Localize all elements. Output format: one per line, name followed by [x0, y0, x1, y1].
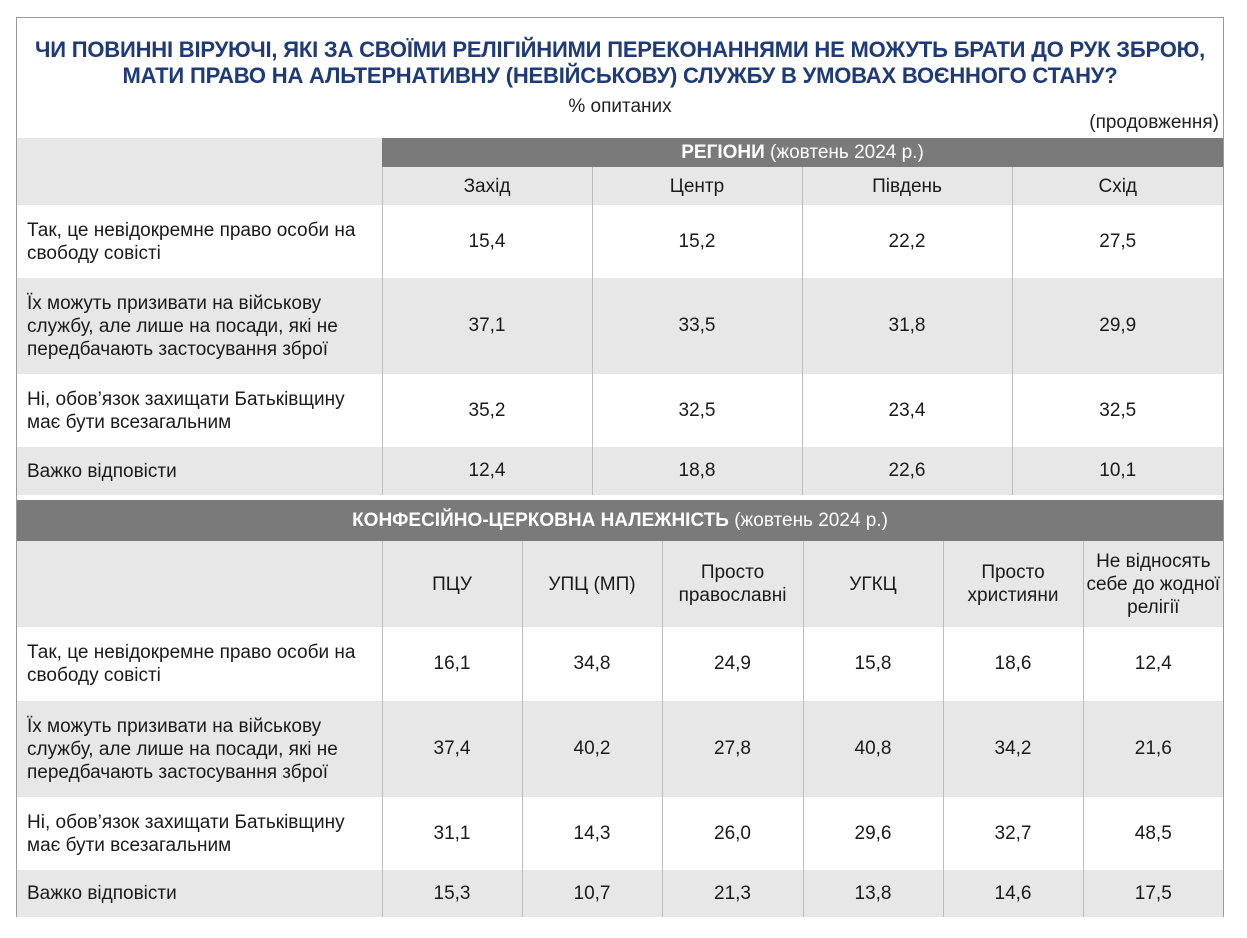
table-cell: 21,6	[1082, 701, 1224, 797]
table-cell: 26,0	[661, 797, 803, 870]
table-cell: 29,9	[1011, 278, 1224, 374]
row-label: Ні, обов’язок захищати Батьківщину має б…	[17, 797, 382, 870]
table-cell: 24,9	[661, 627, 803, 701]
table-cell: 40,8	[802, 701, 943, 797]
table-cell: 34,8	[521, 627, 662, 701]
table-cell: 14,3	[521, 797, 662, 870]
table-cell: 12,4	[381, 447, 592, 495]
table-row: Так, це невідокремне право особи на своб…	[17, 627, 1224, 701]
table-cell: 32,7	[942, 797, 1083, 870]
table-cell: 22,2	[801, 205, 1012, 278]
table-row: Їх можуть призивати на військову службу,…	[17, 701, 1224, 797]
table-cell: 48,5	[1082, 797, 1224, 870]
table-row: Ні, обов’язок захищати Батьківщину має б…	[17, 797, 1224, 870]
table-cell: 16,1	[381, 627, 522, 701]
table-cell: 13,8	[802, 870, 943, 917]
column-header: УГКЦ	[802, 541, 943, 627]
row-label: Важко відповісти	[17, 447, 382, 495]
column-header: Просто православні	[661, 541, 803, 627]
regions-group-header: РЕГІОНИ (жовтень 2024 р.)	[382, 138, 1224, 167]
table-cell: 10,1	[1011, 447, 1224, 495]
table-cell: 37,4	[381, 701, 522, 797]
regions-corner-cell	[17, 138, 382, 205]
table-cell: 37,1	[381, 278, 592, 374]
continuation-note: (продовження)	[1089, 112, 1219, 133]
row-label: Так, це невідокремне право особи на своб…	[17, 205, 382, 278]
table-cell: 22,6	[801, 447, 1012, 495]
table-cell: 32,5	[591, 374, 802, 447]
column-header: Схід	[1011, 167, 1224, 205]
table-cell: 18,6	[942, 627, 1083, 701]
column-header: УПЦ (МП)	[521, 541, 662, 627]
table-cell: 14,6	[942, 870, 1083, 917]
page-subtitle: % опитаних	[568, 96, 672, 117]
row-label: Важко відповісти	[17, 870, 382, 917]
table-cell: 29,6	[802, 797, 943, 870]
row-label: Їх можуть призивати на військову службу,…	[17, 701, 382, 797]
table-cell: 15,8	[802, 627, 943, 701]
table-cell: 27,8	[661, 701, 803, 797]
regions-table: РЕГІОНИ (жовтень 2024 р.) Захід Центр Пі…	[17, 138, 1224, 495]
table-cell: 27,5	[1011, 205, 1224, 278]
table-row: Важко відповісти 15,3 10,7 21,3 13,8 14,…	[17, 870, 1224, 917]
table-row: Ні, обов’язок захищати Батьківщину має б…	[17, 374, 1224, 447]
table-row: Так, це невідокремне право особи на своб…	[17, 205, 1224, 278]
column-header: Захід	[381, 167, 592, 205]
table-cell: 34,2	[942, 701, 1083, 797]
row-label: Ні, обов’язок захищати Батьківщину має б…	[17, 374, 382, 447]
confession-table: КОНФЕСІЙНО-ЦЕРКОВНА НАЛЕЖНІСТЬ (жовтень …	[17, 500, 1224, 917]
table-cell: 31,8	[801, 278, 1012, 374]
table-cell: 40,2	[521, 701, 662, 797]
table-cell: 15,4	[381, 205, 592, 278]
column-header: Просто християни	[942, 541, 1083, 627]
row-label: Їх можуть призивати на військову службу,…	[17, 278, 382, 374]
table-cell: 21,3	[661, 870, 803, 917]
table-cell: 15,2	[591, 205, 802, 278]
confession-corner-cell	[17, 541, 382, 627]
column-header: Центр	[591, 167, 802, 205]
table-cell: 32,5	[1011, 374, 1224, 447]
table-cell: 15,3	[381, 870, 522, 917]
table-cell: 10,7	[521, 870, 662, 917]
table-cell: 31,1	[381, 797, 522, 870]
column-header: ПЦУ	[381, 541, 522, 627]
table-cell: 35,2	[381, 374, 592, 447]
column-header: Не відносять себе до жодної релігії	[1082, 541, 1224, 627]
table-row: Їх можуть призивати на військову службу,…	[17, 278, 1224, 374]
table-cell: 18,8	[591, 447, 802, 495]
page-title: ЧИ ПОВИННІ ВІРУЮЧІ, ЯКІ ЗА СВОЇМИ РЕЛІГІ…	[34, 37, 1206, 88]
table-cell: 33,5	[591, 278, 802, 374]
table-cell: 17,5	[1082, 870, 1224, 917]
confession-group-header: КОНФЕСІЙНО-ЦЕРКОВНА НАЛЕЖНІСТЬ (жовтень …	[17, 500, 1224, 541]
row-label: Так, це невідокремне право особи на своб…	[17, 627, 382, 701]
table-cell: 12,4	[1082, 627, 1224, 701]
table-row: Важко відповісти 12,4 18,8 22,6 10,1	[17, 447, 1224, 495]
table-cell: 23,4	[801, 374, 1012, 447]
column-header: Південь	[801, 167, 1012, 205]
